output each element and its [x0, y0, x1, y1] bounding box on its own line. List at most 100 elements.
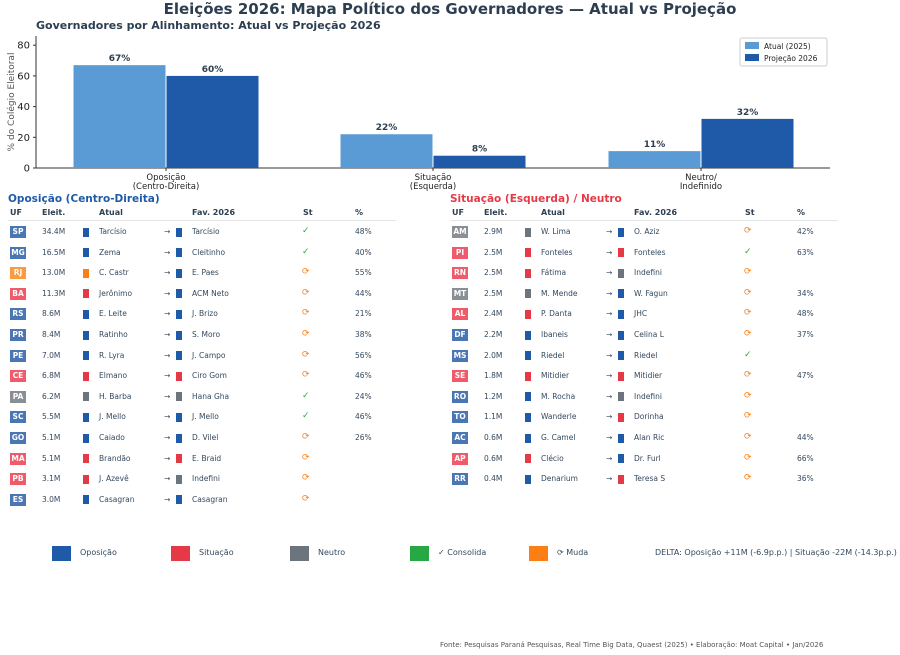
- current-governor: G. Camel: [541, 433, 576, 442]
- refresh-icon: ⟳: [302, 432, 310, 442]
- column-header: UF: [10, 208, 22, 217]
- x-tick-label: (Esquerda): [410, 182, 456, 192]
- current-party-swatch: [83, 495, 89, 505]
- uf-badge: MG: [10, 246, 26, 259]
- projected-party-swatch: [618, 268, 624, 278]
- refresh-icon: ⟳: [744, 452, 752, 463]
- favorite-2026: Alan Ric: [634, 433, 665, 442]
- column-header: Eleit.: [484, 208, 508, 217]
- current-governor: Ibaneis: [541, 330, 568, 339]
- check-icon: ✓: [302, 411, 310, 422]
- projected-party-swatch: [176, 289, 182, 299]
- current-governor: Elmano: [99, 371, 128, 381]
- current-party-swatch: [83, 289, 89, 299]
- uf-badge: MT: [452, 287, 468, 300]
- uf-badge: MA: [10, 452, 26, 465]
- arrow-icon: →: [606, 247, 613, 257]
- current-party-swatch: [83, 474, 89, 484]
- percent-value: 42%: [797, 227, 814, 236]
- y-tick-label: 40: [17, 102, 30, 113]
- refresh-icon: ⟳: [744, 432, 752, 442]
- projected-party-swatch: [176, 227, 182, 237]
- current-party-swatch: [83, 371, 89, 381]
- bar-atual: [340, 134, 433, 168]
- current-party-swatch: [525, 289, 531, 299]
- arrow-icon: →: [164, 391, 171, 401]
- legend-swatch: [52, 546, 71, 561]
- bar-value-label: 11%: [644, 140, 666, 150]
- electorate-value: 2.5M: [484, 288, 503, 298]
- projected-party-swatch: [618, 227, 624, 237]
- current-governor: R. Lyra: [99, 350, 125, 360]
- refresh-icon: ⟳: [302, 267, 310, 278]
- legend-label: ✓ Consolida: [438, 548, 487, 557]
- favorite-2026: Fonteles: [634, 247, 666, 257]
- percent-value: 40%: [355, 247, 372, 257]
- refresh-icon: ⟳: [302, 473, 310, 484]
- favorite-2026: Dr. Furl: [634, 453, 661, 463]
- bar-atual: [73, 65, 166, 168]
- legend-swatch: [290, 546, 309, 561]
- percent-value: 48%: [355, 227, 372, 236]
- legend-label: ⟳ Muda: [557, 548, 589, 557]
- electorate-value: 0.6M: [484, 453, 503, 463]
- favorite-2026: Celina L: [634, 330, 664, 339]
- column-header: UF: [452, 208, 464, 217]
- column-header: Eleit.: [42, 208, 66, 217]
- bar-chart: 0 20 40 60 80% do Colégio Eleitoral 67% 60% Opo…: [6, 36, 830, 192]
- percent-value: 36%: [797, 474, 814, 484]
- arrow-icon: →: [164, 227, 171, 236]
- projected-party-swatch: [618, 330, 624, 340]
- header-divider: [450, 220, 838, 221]
- chart-title: Governadores por Alinhamento: Atual vs P…: [36, 19, 381, 32]
- current-governor: Fátima: [541, 268, 567, 278]
- current-party-swatch: [525, 371, 531, 381]
- arrow-icon: →: [164, 494, 171, 504]
- uf-badge: AL: [452, 308, 468, 321]
- percent-value: 38%: [355, 330, 372, 339]
- favorite-2026: Indefini: [634, 268, 662, 278]
- chart-legend-box: [739, 37, 828, 67]
- percent-value: 66%: [797, 453, 814, 463]
- electorate-value: 11.3M: [42, 288, 66, 298]
- favorite-2026: Indefini: [634, 391, 662, 401]
- column-header: St: [303, 208, 313, 217]
- uf-badge: AM: [452, 226, 468, 238]
- column-header: %: [797, 208, 806, 217]
- arrow-icon: →: [164, 453, 171, 463]
- projected-party-swatch: [618, 474, 624, 484]
- current-party-swatch: [525, 309, 531, 319]
- favorite-2026: D. Vilel: [192, 433, 219, 442]
- current-governor: E. Leite: [99, 309, 127, 319]
- column-header: Fav. 2026: [192, 208, 236, 217]
- uf-badge: TO: [452, 411, 468, 424]
- current-governor: Jerônimo: [99, 288, 133, 298]
- arrow-icon: →: [606, 350, 613, 360]
- percent-value: 21%: [355, 309, 372, 319]
- electorate-value: 2.0M: [484, 350, 503, 360]
- column-header: Fav. 2026: [634, 208, 678, 217]
- favorite-2026: E. Braid: [192, 453, 222, 463]
- electorate-value: 0.6M: [484, 433, 503, 442]
- electorate-value: 6.8M: [42, 371, 61, 381]
- refresh-icon: ⟳: [302, 370, 310, 381]
- refresh-icon: ⟳: [744, 308, 752, 319]
- arrow-icon: →: [606, 268, 613, 278]
- uf-badge: SP: [10, 226, 26, 238]
- uf-badge: RN: [452, 267, 468, 280]
- electorate-value: 1.8M: [484, 371, 503, 381]
- legend-swatch: [171, 546, 190, 561]
- bar-projecao: [166, 75, 259, 168]
- favorite-2026: E. Paes: [192, 268, 219, 278]
- legend-label: Atual (2025): [764, 42, 811, 51]
- refresh-icon: ⟳: [744, 473, 752, 484]
- electorate-value: 2.9M: [484, 227, 503, 236]
- arrow-icon: →: [606, 309, 613, 319]
- current-party-swatch: [525, 474, 531, 484]
- uf-badge: CE: [10, 370, 26, 383]
- header-divider: [8, 220, 396, 221]
- x-tick-label: (Centro-Direita): [133, 182, 200, 192]
- percent-value: 26%: [355, 433, 372, 442]
- current-governor: P. Danta: [541, 309, 572, 319]
- favorite-2026: J. Campo: [192, 350, 226, 360]
